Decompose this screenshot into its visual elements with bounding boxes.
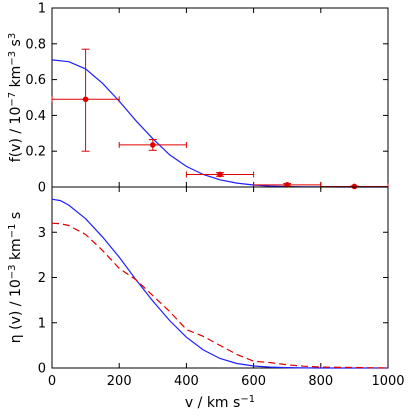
series-line (51, 59, 388, 188)
y-axis-label: η (v) / 10−3 km−1 s (7, 212, 25, 343)
dashed-series-line (51, 222, 389, 369)
y-tick-label: 0.2 (25, 145, 46, 160)
x-axis-label: v / km s−1 (185, 394, 255, 412)
x-tick-label: 400 (174, 374, 199, 389)
x-tick-label: 600 (241, 374, 266, 389)
x-tick-label: 200 (107, 374, 132, 389)
y-tick-label: 0 (38, 181, 46, 196)
data-point (351, 183, 358, 190)
y-axis-label: f(v) / 10−7 km−3 s3 (7, 33, 25, 162)
y-tick-label: 0.8 (25, 37, 46, 52)
data-point (150, 142, 156, 148)
y-tick-label: 0.4 (25, 109, 46, 124)
data-point (217, 171, 223, 178)
y-tick-label: 1 (38, 316, 46, 331)
series-line (51, 198, 388, 369)
y-tick-label: 0 (38, 362, 46, 377)
y-tick-label: 2 (38, 271, 46, 286)
plot-frame (51, 186, 389, 369)
x-tick-label: 800 (308, 374, 333, 389)
data-point (82, 96, 89, 103)
y-tick-label: 0.6 (25, 73, 46, 88)
bottom-panel: 0 1 2 3 0 200 400 600 800 1000 η (v) / 10−3 km−1 s… (7, 186, 405, 412)
data-point (284, 182, 291, 188)
x-tick-label: 0 (48, 374, 56, 389)
x-tick-label: 1000 (371, 374, 404, 389)
top-panel: 0 0.2 0.4 0.6 0.8 1 f(v) / 10−7 km−3 s3 (7, 2, 389, 196)
y-tick-label: 3 (38, 226, 46, 241)
plot-frame (51, 7, 389, 188)
y-tick-label: 1 (38, 2, 46, 17)
